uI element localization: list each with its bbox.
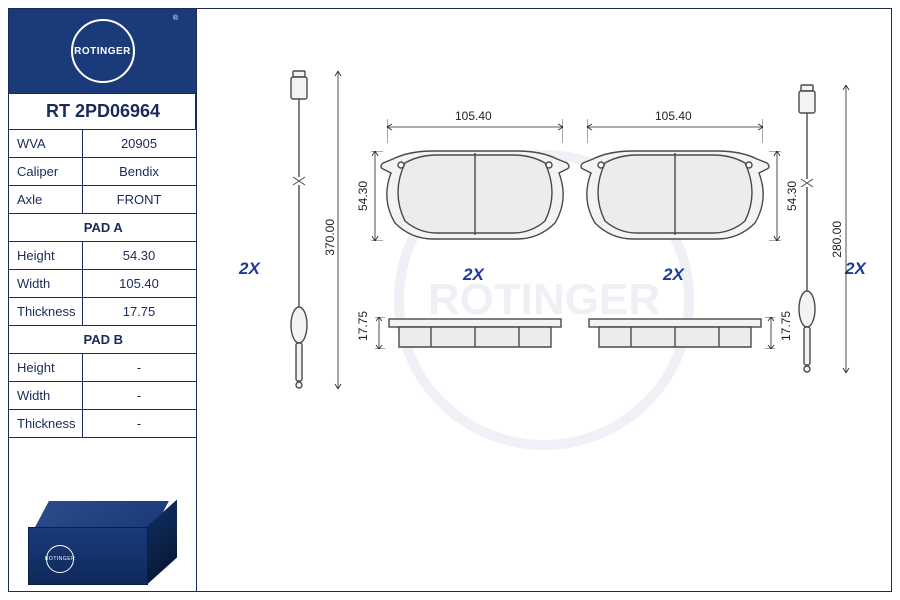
spec-table: RT 2PD06964 WVA 20905 Caliper Bendix Axl… (9, 93, 196, 438)
spec-value: - (82, 410, 195, 438)
spec-label: Axle (9, 186, 82, 214)
brake-pad-side-left (387, 317, 563, 351)
table-row: Width - (9, 382, 196, 410)
spec-label: Height (9, 354, 82, 382)
table-row: Thickness 17.75 (9, 298, 196, 326)
dim-pad-width-right: 105.40 (655, 109, 692, 123)
dim-thickness-left: 17.75 (356, 311, 370, 341)
wear-sensor-left (283, 69, 315, 389)
spec-label: Width (9, 270, 82, 298)
pad-b-title: PAD B (9, 326, 196, 354)
dim-pad-height-left: 54.30 (356, 181, 370, 211)
dim-thickness-right: 17.75 (779, 311, 793, 341)
spec-value: 17.75 (82, 298, 195, 326)
spec-label: Width (9, 382, 82, 410)
sidebar: ROTINGER ® RT 2PD06964 WVA 20905 Caliper… (9, 9, 197, 591)
spec-label: Thickness (9, 410, 82, 438)
table-row: Width 105.40 (9, 270, 196, 298)
dim-line (333, 71, 343, 389)
qty-pad-left: 2X (463, 265, 484, 285)
table-row: Thickness - (9, 410, 196, 438)
brake-pad-front-left (379, 149, 571, 245)
dim-line (369, 317, 385, 349)
outer-frame: ROTINGER ® RT 2PD06964 WVA 20905 Caliper… (8, 8, 892, 592)
registered-mark: ® (173, 15, 178, 22)
part-number: RT 2PD06964 (9, 94, 196, 130)
table-row: Height 54.30 (9, 242, 196, 270)
spec-value: 105.40 (82, 270, 195, 298)
wear-sensor-right (791, 83, 823, 373)
table-row: Caliper Bendix (9, 158, 196, 186)
dim-line (841, 85, 851, 373)
spec-value: Bendix (82, 158, 195, 186)
brand-name: ROTINGER (74, 46, 131, 57)
spec-value: - (82, 354, 195, 382)
table-row: Axle FRONT (9, 186, 196, 214)
brake-pad-side-right (587, 317, 763, 351)
spec-label: Thickness (9, 298, 82, 326)
technical-diagram: ROTINGER 2X 370.00 (197, 9, 891, 591)
dim-pad-width-left: 105.40 (455, 109, 492, 123)
spec-label: WVA (9, 130, 82, 158)
product-box-image: ROTINGER (9, 471, 197, 591)
qty-pad-right: 2X (663, 265, 684, 285)
table-row: Height - (9, 354, 196, 382)
table-row: WVA 20905 (9, 130, 196, 158)
brake-pad-front-right (579, 149, 771, 245)
pad-a-title: PAD A (9, 214, 196, 242)
spec-value: 20905 (82, 130, 195, 158)
spec-value: FRONT (82, 186, 195, 214)
spec-value: 54.30 (82, 242, 195, 270)
qty-sensor-left: 2X (239, 259, 260, 279)
spec-value: - (82, 382, 195, 410)
dim-pad-height-right: 54.30 (785, 181, 799, 211)
spec-label: Caliper (9, 158, 82, 186)
spec-label: Height (9, 242, 82, 270)
brand-logo: ROTINGER ® (9, 9, 196, 93)
